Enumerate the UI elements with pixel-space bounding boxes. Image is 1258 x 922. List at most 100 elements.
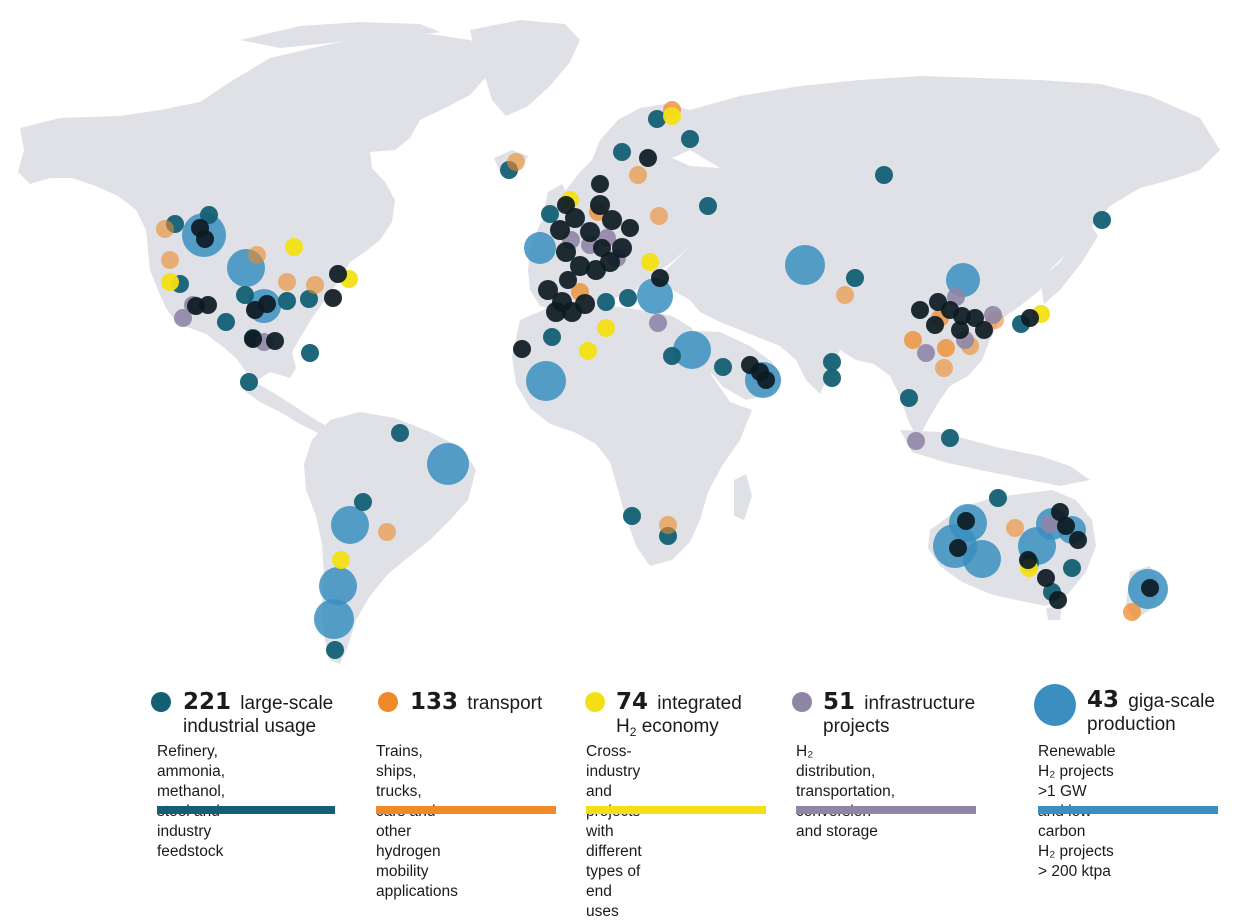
industrial-project-marker (391, 424, 409, 442)
dark_cluster-project-marker (591, 175, 609, 193)
giga-project-marker (331, 506, 369, 544)
industrial-project-marker (623, 507, 641, 525)
transport-color-bar (376, 806, 556, 814)
legend-heading-infrastructure: 51 infrastructure projects (823, 691, 975, 738)
integrated-color-bar (586, 806, 766, 814)
dark_cluster-project-marker (1057, 517, 1075, 535)
dark_cluster-project-marker (1021, 309, 1039, 327)
dark_cluster-project-marker (575, 294, 595, 314)
giga-desc-line: Renewable H₂ projects (1038, 743, 1116, 780)
industrial-desc-line: Refinery, ammonia, (157, 743, 226, 780)
dark_cluster-project-marker (1049, 591, 1067, 609)
integrated-project-marker (597, 319, 615, 337)
industrial-project-marker (543, 328, 561, 346)
giga-desc-line: H₂ projects > 200 ktpa (1038, 843, 1114, 880)
integrated-project-marker (161, 273, 179, 291)
giga-project-marker (427, 443, 469, 485)
infrastructure-project-marker (174, 309, 192, 327)
transport-project-marker (1006, 519, 1024, 537)
infrastructure-dot-icon (792, 692, 812, 712)
industrial-project-marker (301, 344, 319, 362)
asia-landmass (660, 76, 1220, 440)
infrastructure-description: H₂ distribution, transportation, convers… (796, 742, 895, 842)
infrastructure-project-marker (1041, 515, 1059, 533)
dark_cluster-project-marker (1051, 503, 1069, 521)
infrastructure-project-marker (649, 314, 667, 332)
industrial-project-marker (354, 493, 372, 511)
dark_cluster-project-marker (557, 196, 575, 214)
integrated-desc-line: types of end uses (586, 863, 641, 920)
transport-project-marker (650, 207, 668, 225)
transport-count: 133 (410, 689, 459, 715)
giga-project-marker (673, 331, 711, 369)
southeast-asia-islands (900, 430, 1090, 486)
dark_cluster-project-marker (329, 265, 347, 283)
dark_cluster-project-marker (1019, 551, 1037, 569)
africa-landmass (512, 304, 752, 566)
legend-heading-integrated: 74 integrated H2 economy (616, 691, 742, 744)
giga-count: 43 (1087, 687, 1120, 713)
dark_cluster-project-marker (1141, 579, 1159, 597)
industrial-project-marker (681, 130, 699, 148)
tasmania (1046, 606, 1062, 620)
dark_cluster-project-marker (612, 238, 632, 258)
transport-project-marker (904, 331, 922, 349)
north-america-landmass (18, 34, 505, 380)
industrial-dot-icon (151, 692, 171, 712)
industrial-project-marker (846, 269, 864, 287)
greenland (470, 20, 580, 116)
transport-project-marker (507, 153, 525, 171)
integrated-project-marker (285, 238, 303, 256)
infrastructure-project-marker (907, 432, 925, 450)
dark_cluster-project-marker (602, 210, 622, 230)
transport-project-marker (629, 166, 647, 184)
dark_cluster-project-marker (651, 269, 669, 287)
transport-description: Trains, ships, trucks, cars and other hy… (376, 742, 458, 902)
transport-project-marker (161, 251, 179, 269)
industrial-project-marker (648, 110, 666, 128)
dark_cluster-project-marker (570, 256, 590, 276)
transport-desc-line: mobility applications (376, 863, 458, 900)
giga-dot-icon (1034, 684, 1076, 726)
dark_cluster-project-marker (513, 340, 531, 358)
japan (1040, 224, 1098, 304)
industrial-project-marker (663, 347, 681, 365)
integrated-project-marker (332, 551, 350, 569)
industrial-project-marker (278, 292, 296, 310)
transport-dot-icon (378, 692, 398, 712)
industrial-project-marker (300, 290, 318, 308)
industrial-project-marker (823, 369, 841, 387)
transport-project-marker (1123, 603, 1141, 621)
industrial-project-marker (597, 293, 615, 311)
infrastructure-desc-line: H₂ distribution, (796, 743, 876, 780)
dark_cluster-project-marker (199, 296, 217, 314)
project-markers (156, 101, 1168, 659)
industrial-desc-line: methanol, steel and (157, 783, 226, 820)
infrastructure-label-1: infrastructure (864, 693, 976, 714)
infrastructure-count: 51 (823, 689, 856, 715)
giga-project-marker (314, 599, 354, 639)
transport-project-marker (935, 359, 953, 377)
industrial-label-1: large-scale (240, 693, 334, 714)
integrated-project-marker (641, 253, 659, 271)
dark_cluster-project-marker (593, 239, 611, 257)
dark_cluster-project-marker (580, 222, 600, 242)
giga-label-1: giga-scale (1128, 691, 1215, 712)
infrastructure-label-2: projects (823, 716, 890, 737)
industrial-project-marker (613, 143, 631, 161)
madagascar (734, 474, 752, 520)
integrated-dot-icon (585, 692, 605, 712)
legend-heading-industrial: 221 large-scale industrial usage (183, 691, 333, 738)
giga-color-bar (1038, 806, 1218, 814)
dark_cluster-project-marker (951, 321, 969, 339)
legend-heading-transport: 133 transport (410, 691, 542, 715)
land-masses (18, 20, 1220, 664)
giga-project-marker (526, 361, 566, 401)
dark_cluster-project-marker (949, 539, 967, 557)
dark_cluster-project-marker (258, 295, 276, 313)
infrastructure-desc-line: and storage (796, 823, 878, 840)
dark_cluster-project-marker (550, 220, 570, 240)
transport-project-marker (306, 276, 324, 294)
giga-label-2: production (1087, 714, 1176, 735)
infrastructure-desc-line: transportation, conversion (796, 783, 896, 820)
